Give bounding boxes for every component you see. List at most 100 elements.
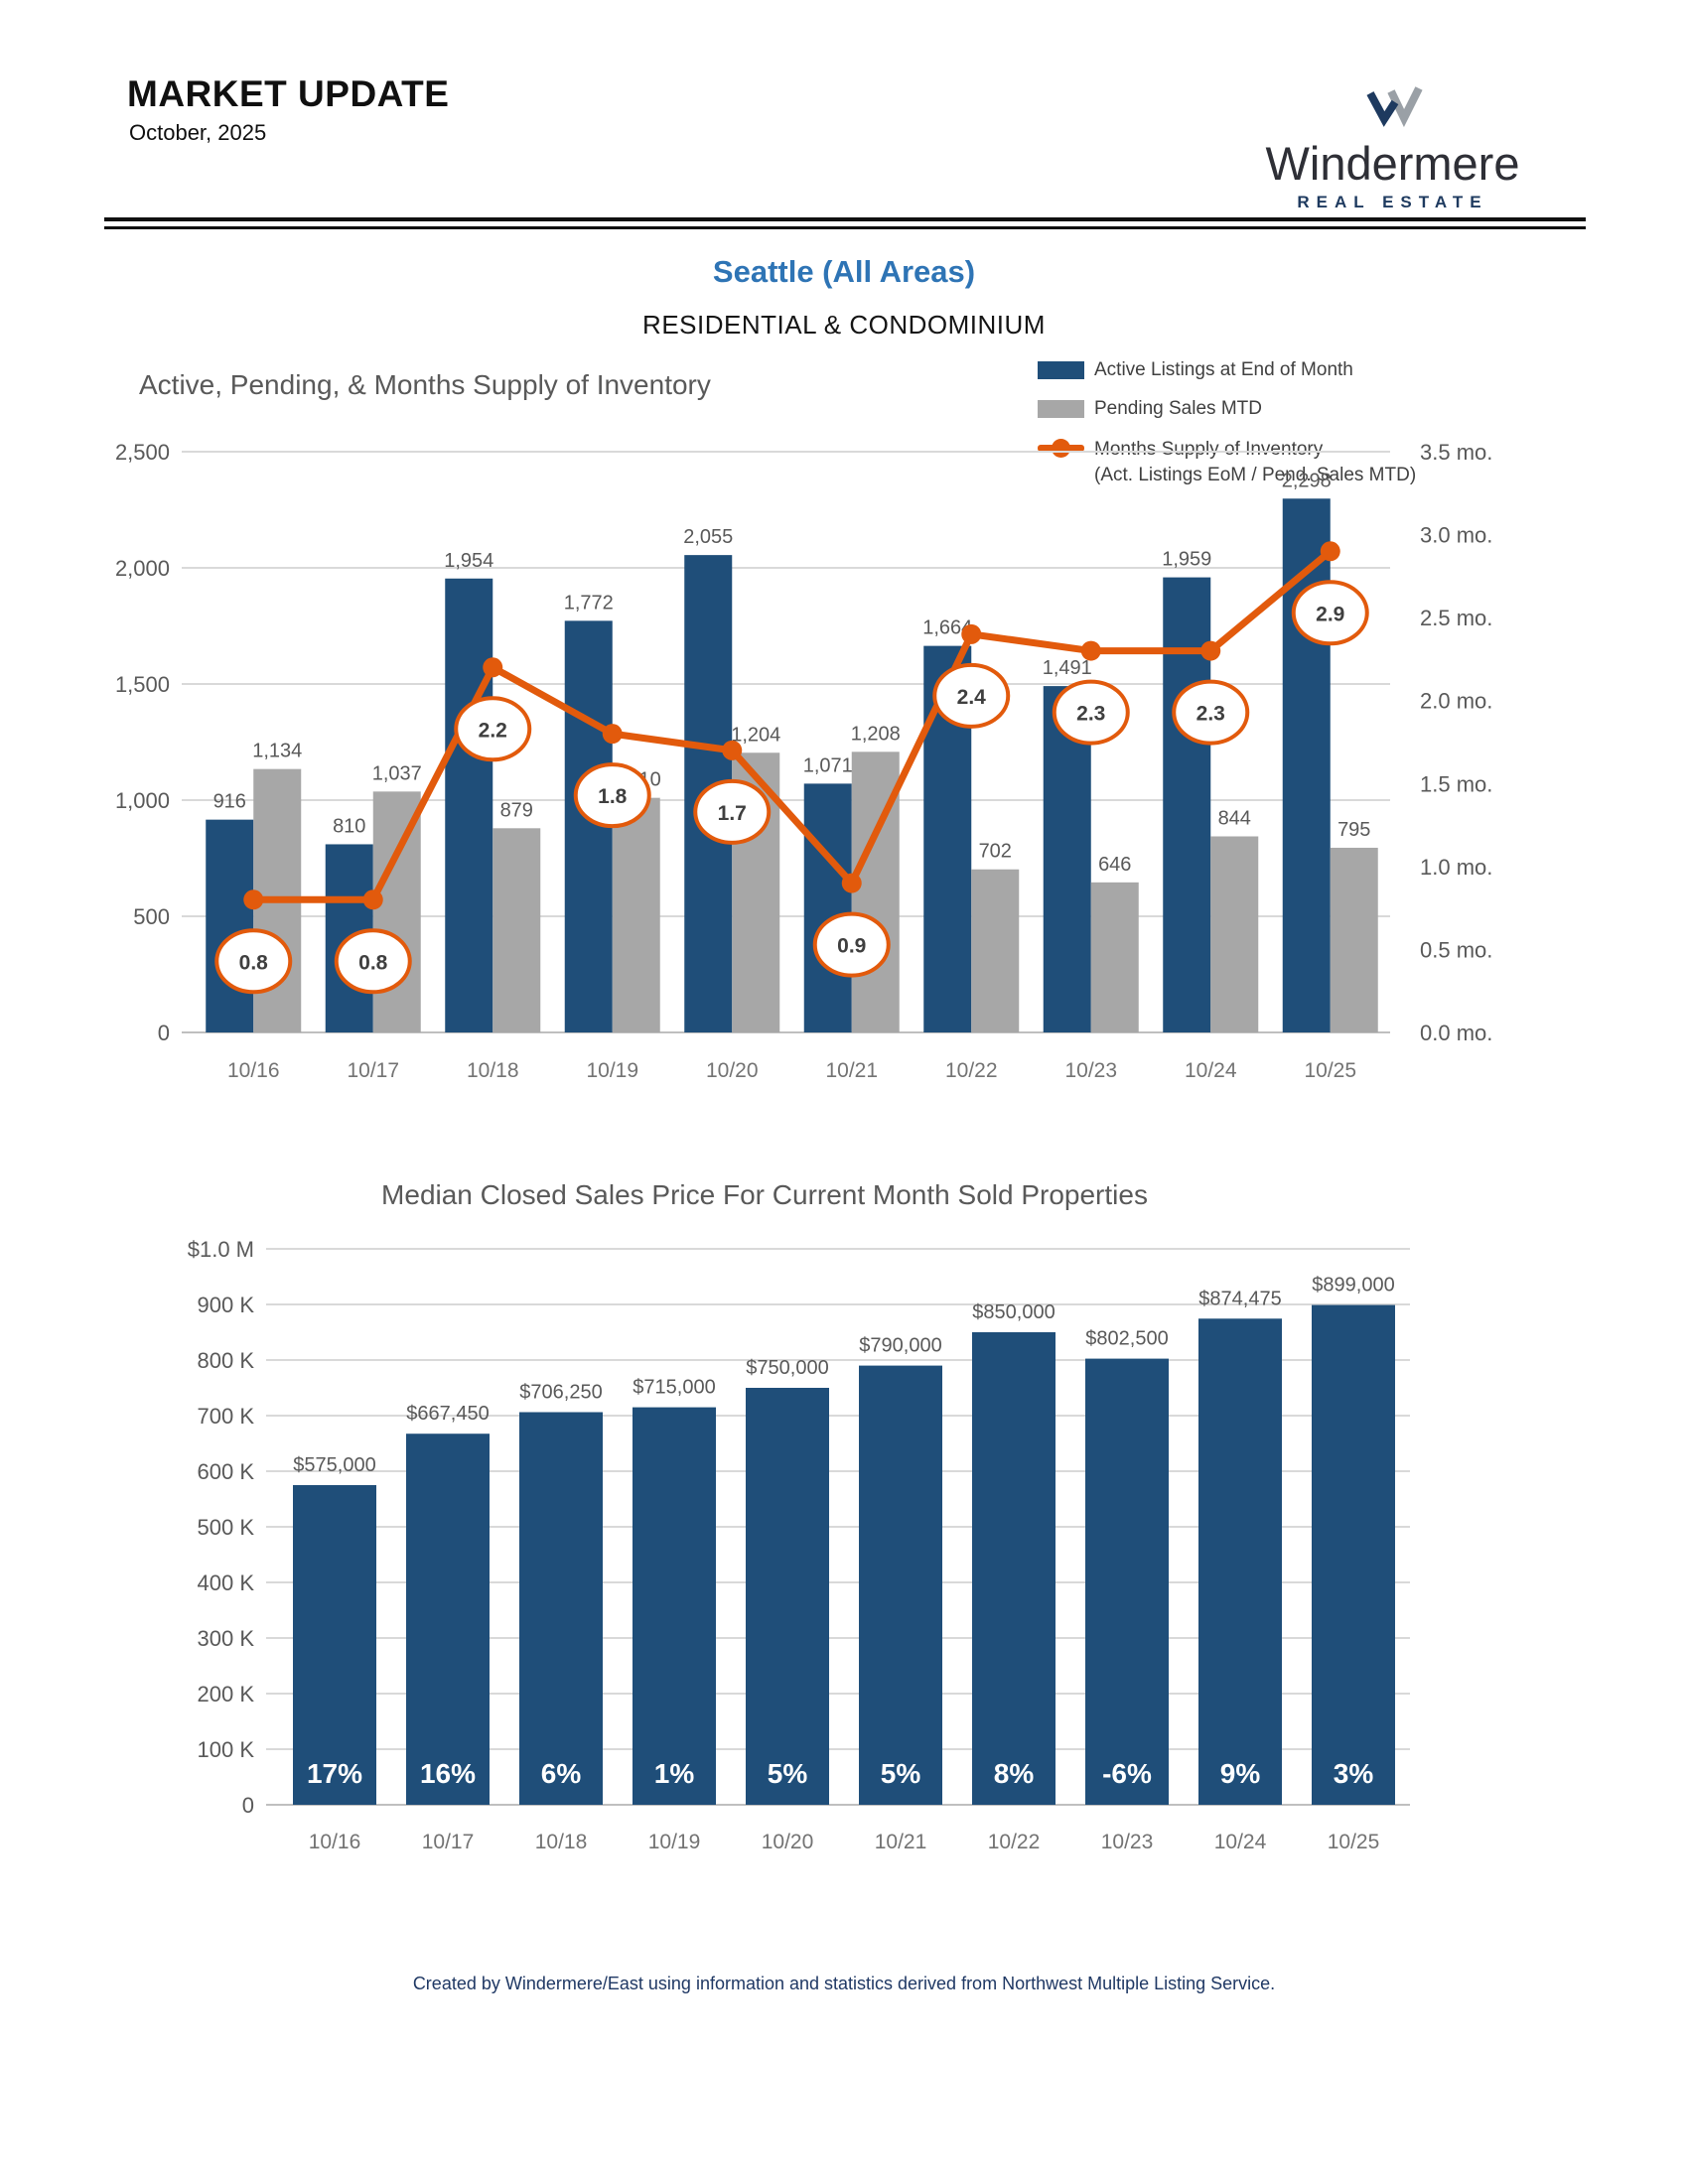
month-axis-label: 10/16: [227, 1059, 280, 1082]
months-supply-callout: [1052, 679, 1130, 746]
yoy-percent-label: 1%: [654, 1758, 695, 1789]
legend-label-active: Active Listings at End of Month: [1094, 359, 1353, 380]
median-price-bar: [1198, 1318, 1282, 1805]
months-supply-value-label: 1.8: [598, 785, 628, 808]
months-supply-point: [722, 740, 743, 760]
active-listings-value-label: 1,772: [564, 592, 614, 614]
price-axis-tick-label: 200 K: [198, 1682, 255, 1706]
price-axis-tick-label: 500 K: [198, 1515, 255, 1540]
months-supply-point: [362, 889, 383, 910]
months-supply-value-label: 2.3: [1196, 703, 1225, 726]
month-axis-label: 10/23: [1101, 1831, 1154, 1853]
pending-sales-value-label: 1,204: [731, 724, 780, 746]
left-axis-tick-label: 1,500: [115, 672, 170, 697]
yoy-percent-label: 16%: [420, 1758, 476, 1789]
page-title: MARKET UPDATE: [127, 73, 450, 114]
month-axis-label: 10/21: [825, 1059, 878, 1082]
month-axis-label: 10/24: [1214, 1831, 1267, 1853]
active-listings-swatch-icon: [1038, 361, 1084, 379]
legend-item-pending: Pending Sales MTD: [1038, 398, 1534, 420]
active-listings-bar: [206, 819, 254, 1032]
median-price-value-label: $874,475: [1198, 1288, 1281, 1309]
month-axis-label: 10/16: [309, 1831, 361, 1853]
yoy-percent-label: -6%: [1102, 1758, 1152, 1789]
median-price-bar: [406, 1433, 490, 1805]
price-axis-tick-label: 600 K: [198, 1459, 255, 1484]
month-axis-label: 10/25: [1304, 1059, 1356, 1082]
right-axis-tick-label: 2.0 mo.: [1420, 689, 1492, 714]
inventory-chart-title: Active, Pending, & Months Supply of Inve…: [139, 369, 711, 400]
median-price-value-label: $706,250: [519, 1382, 602, 1404]
median-price-bar: [1085, 1358, 1169, 1805]
active-listings-value-label: 916: [213, 791, 246, 813]
windermere-logo: Windermere REAL ESTATE: [1221, 83, 1564, 210]
median-price-bar: [633, 1407, 716, 1805]
median-price-chart-title: Median Closed Sales Price For Current Mo…: [381, 1179, 1148, 1210]
pending-sales-bar: [1330, 847, 1378, 1032]
month-axis-label: 10/17: [347, 1059, 399, 1082]
active-listings-value-label: 1,959: [1162, 549, 1211, 571]
median-price-value-label: $750,000: [746, 1357, 828, 1379]
left-axis-tick-label: 2,000: [115, 556, 170, 581]
yoy-percent-label: 5%: [768, 1758, 808, 1789]
pending-sales-value-label: 702: [979, 841, 1012, 863]
months-supply-callout: [573, 762, 651, 829]
pending-sales-value-label: 879: [500, 799, 533, 821]
active-listings-value-label: 1,071: [803, 754, 853, 776]
right-axis-tick-label: 3.0 mo.: [1420, 523, 1492, 548]
active-listings-bar: [445, 578, 493, 1032]
pending-sales-value-label: 844: [1218, 808, 1251, 830]
active-listings-value-label: 2,055: [683, 526, 733, 548]
pending-sales-value-label: 1,037: [372, 762, 422, 784]
months-supply-callout: [334, 928, 412, 995]
inventory-chart: 2,500 2,000 1,500 1,000 500 0 3.5 mo. 3.0 mo. 2.…: [115, 440, 1492, 1082]
pending-sales-value-label: 646: [1098, 854, 1131, 876]
months-supply-value-label: 2.3: [1076, 703, 1105, 726]
months-supply-callout: [1291, 580, 1369, 646]
months-supply-point: [243, 889, 264, 910]
left-axis-tick-label: 1,000: [115, 788, 170, 813]
price-axis-tick-label: 0: [242, 1793, 254, 1818]
yoy-percent-label: 5%: [881, 1758, 921, 1789]
month-axis-label: 10/18: [467, 1059, 519, 1082]
months-supply-value-label: 1.7: [718, 802, 747, 825]
price-axis-tick-label: 100 K: [198, 1737, 255, 1762]
median-price-bar: [859, 1365, 942, 1805]
active-listings-value-label: 1,491: [1043, 657, 1092, 679]
windermere-logo-mark-icon: [1365, 86, 1423, 128]
median-price-value-label: $790,000: [859, 1335, 941, 1357]
month-axis-label: 10/19: [648, 1831, 701, 1853]
legend-item-msi: Months Supply of Inventory (Act. Listing…: [1038, 437, 1534, 487]
months-supply-value-label: 0.9: [837, 935, 866, 958]
month-axis-label: 10/20: [762, 1831, 814, 1853]
months-supply-value-label: 2.4: [957, 686, 987, 709]
right-axis-tick-label: 1.5 mo.: [1420, 771, 1492, 796]
month-axis-label: 10/20: [706, 1059, 759, 1082]
msi-line-swatch-icon: [1038, 439, 1084, 458]
pending-sales-swatch-icon: [1038, 400, 1084, 418]
yoy-percent-label: 8%: [994, 1758, 1035, 1789]
months-supply-callout: [812, 911, 891, 978]
header-divider: [104, 217, 1586, 229]
legend-label-msi-formula: (Act. Listings EoM / Pend. Sales MTD): [1094, 464, 1417, 485]
right-axis-tick-label: 0.5 mo.: [1420, 937, 1492, 962]
months-supply-callout: [454, 696, 532, 762]
months-supply-callout: [214, 928, 293, 995]
months-supply-point: [1080, 640, 1101, 661]
pending-sales-bar: [1090, 882, 1139, 1032]
pending-sales-bar: [1210, 836, 1259, 1032]
months-supply-value-label: 0.8: [358, 951, 388, 974]
months-supply-point: [1200, 640, 1221, 661]
median-price-value-label: $575,000: [293, 1454, 375, 1476]
month-axis-label: 10/21: [875, 1831, 927, 1853]
price-axis-tick-label: 700 K: [198, 1404, 255, 1429]
active-listings-value-label: 2,298: [1282, 470, 1332, 491]
price-axis-tick-label: 900 K: [198, 1293, 255, 1317]
month-axis-label: 10/17: [422, 1831, 475, 1853]
active-listings-value-label: 1,664: [922, 617, 972, 639]
median-price-bar: [746, 1388, 829, 1805]
median-price-value-label: $715,000: [633, 1377, 715, 1399]
months-supply-callout: [693, 778, 772, 845]
right-axis-tick-label: 3.5 mo.: [1420, 440, 1492, 465]
median-price-value-label: $850,000: [972, 1301, 1055, 1323]
